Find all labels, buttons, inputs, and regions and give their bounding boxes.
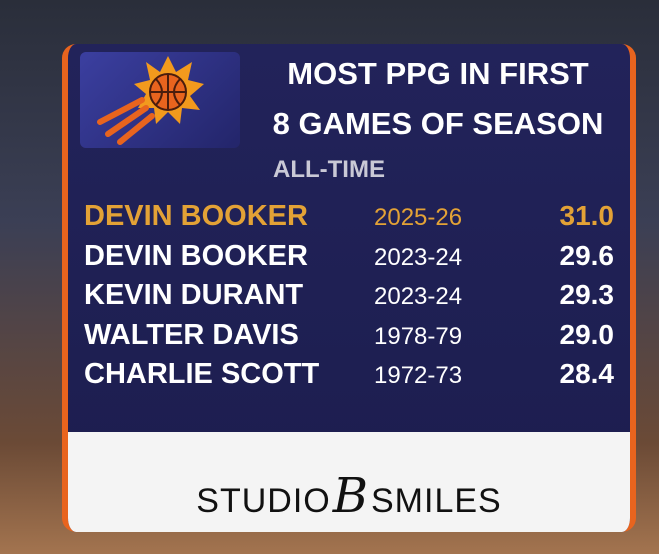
sponsor-right: SMILES bbox=[371, 482, 502, 520]
table-row: CHARLIE SCOTT 1972-73 28.4 bbox=[84, 358, 614, 394]
season: 2023-24 bbox=[374, 243, 463, 271]
season: 1972-73 bbox=[374, 362, 463, 389]
ppg: 28.4 bbox=[559, 358, 615, 389]
player-name: DEVIN BOOKER bbox=[84, 200, 308, 232]
ppg: 29.0 bbox=[559, 318, 615, 350]
player-name: DEVIN BOOKER bbox=[84, 239, 308, 272]
graphic-panel: MOST PPG IN FIRST 8 GAMES OF SEASON ALL-… bbox=[62, 44, 636, 532]
title-line: 8 GAMES OF SEASON bbox=[272, 106, 604, 141]
season: 1978-79 bbox=[374, 322, 463, 350]
ppg: 31.0 bbox=[559, 200, 615, 231]
season: 2023-24 bbox=[374, 283, 463, 310]
player-name: CHARLIE SCOTT bbox=[84, 358, 320, 390]
ppg: 29.3 bbox=[559, 279, 615, 310]
player-name: WALTER DAVIS bbox=[84, 318, 299, 351]
table-row: KEVIN DURANT 2023-24 29.3 bbox=[84, 279, 614, 315]
sponsor-left: STUDIO bbox=[196, 482, 331, 520]
player-name: KEVIN DURANT bbox=[84, 279, 304, 311]
ppg: 29.6 bbox=[559, 239, 615, 271]
subtitle: ALL-TIME bbox=[273, 156, 385, 183]
sponsor-mark: B bbox=[332, 468, 369, 524]
title-line: MOST PPG IN FIRST bbox=[287, 56, 589, 91]
logo-art bbox=[97, 56, 204, 145]
table-row: DEVIN BOOKER 2023-24 29.6 bbox=[84, 240, 614, 276]
table-row: WALTER DAVIS 1978-79 29.0 bbox=[84, 319, 614, 355]
team-logo bbox=[80, 52, 240, 148]
table-row: DEVIN BOOKER 2025-26 31.0 bbox=[84, 200, 614, 236]
sponsor: STUDIOBSMILES bbox=[68, 468, 630, 524]
season: 2025-26 bbox=[374, 204, 463, 231]
sponsor-bar: STUDIOBSMILES bbox=[68, 432, 630, 532]
